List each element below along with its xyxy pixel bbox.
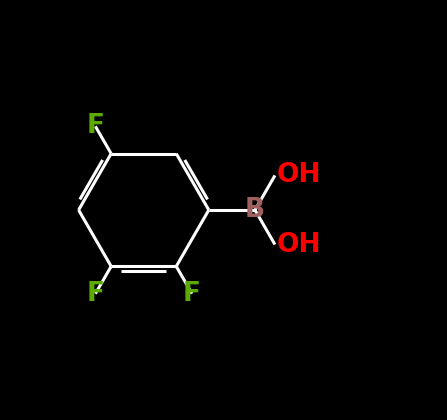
Text: OH: OH — [277, 163, 321, 189]
Text: F: F — [86, 281, 105, 307]
Text: B: B — [245, 197, 265, 223]
Text: F: F — [86, 113, 105, 139]
Text: OH: OH — [277, 231, 321, 257]
Text: F: F — [183, 281, 201, 307]
